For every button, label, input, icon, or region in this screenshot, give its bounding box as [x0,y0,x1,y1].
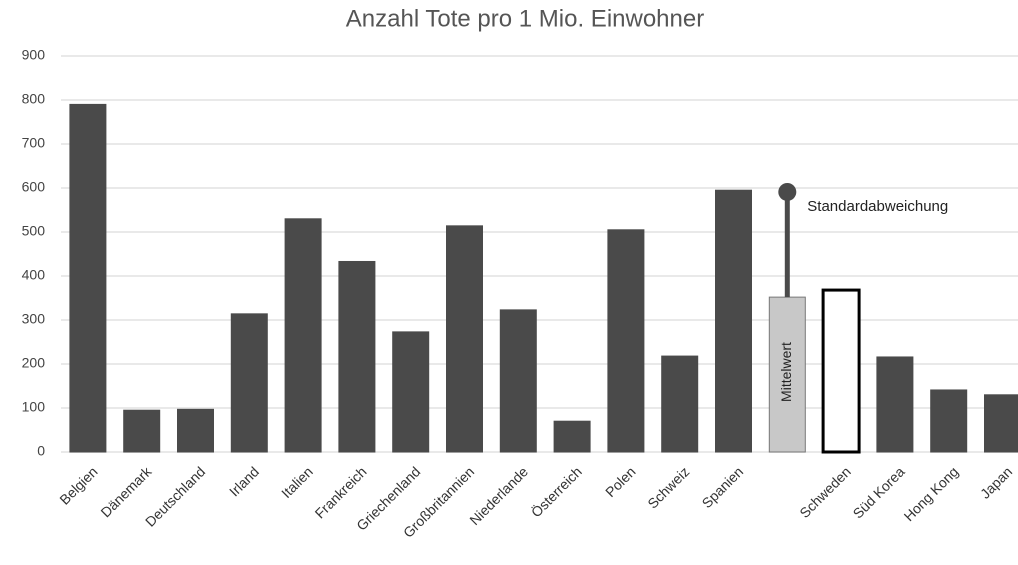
x-tick-label: Italien [278,463,316,501]
x-tick-label: Dänemark [97,463,155,521]
y-tick-label: 300 [22,311,46,327]
y-tick-label: 800 [22,91,46,107]
bar [876,356,914,453]
x-tick-label: Schweden [796,463,854,521]
y-tick-label: 200 [22,355,46,371]
bar [338,260,376,453]
y-tick-label: 0 [37,443,45,459]
error-cap [778,182,797,201]
bar [284,218,322,453]
x-tick-label: Süd Korea [850,463,908,521]
x-tick-label: Schweiz [644,463,692,511]
x-tick-label: Österreich [527,463,585,521]
chart-title: Anzahl Tote pro 1 Mio. Einwohner [346,5,704,32]
x-tick-label: Belgien [56,463,100,507]
x-tick-label: Spanien [699,463,747,511]
y-tick-label: 600 [22,179,46,195]
y-tick-label: 900 [22,47,46,63]
y-tick-label: 100 [22,399,46,415]
x-tick-label: Frankreich [312,463,370,521]
bar [177,408,214,453]
y-tick-label: 500 [22,223,46,239]
x-tick-label: Japan [977,463,1015,501]
annotation: Standardabweichung [807,198,948,215]
x-tick-label: Hong Kong [901,463,962,524]
y-tick-label: 400 [22,267,46,283]
bar [553,420,591,453]
bar [607,229,645,453]
bar [984,394,1018,453]
bar [446,225,483,453]
bar [715,189,752,453]
y-tick-label: 700 [22,135,46,151]
bar [930,389,968,453]
x-tick-label: Irland [226,463,262,499]
x-tick-label: Polen [602,463,639,500]
annotation: Mittelwert [778,342,794,402]
bar [821,288,861,454]
bar [69,103,107,453]
bar [392,331,430,453]
x-tick-label: Niederlande [466,463,531,528]
bar [123,409,161,453]
bar [230,313,268,453]
bar [499,309,537,453]
bar [661,355,699,453]
